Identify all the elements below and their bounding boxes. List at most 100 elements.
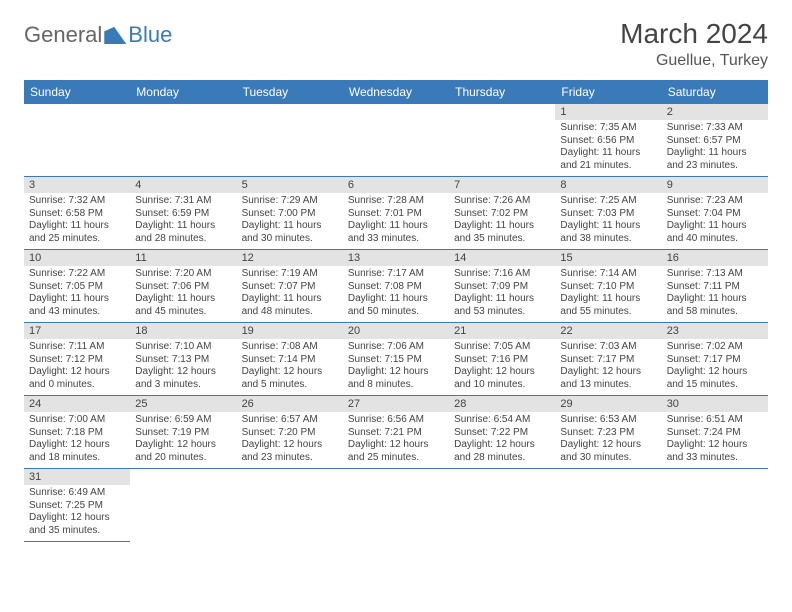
sunrise-line: Sunrise: 7:02 AM [667,341,763,354]
day-number: 23 [662,323,768,339]
daylight-line: Daylight: 12 hours and 5 minutes. [242,366,338,391]
logo-text-1: General [24,22,102,48]
sunrise-line: Sunrise: 6:59 AM [135,414,231,427]
calendar-cell-empty [237,104,343,177]
calendar-cell: 30Sunrise: 6:51 AMSunset: 7:24 PMDayligh… [662,396,768,469]
calendar-cell-empty [449,104,555,177]
calendar-cell: 7Sunrise: 7:26 AMSunset: 7:02 PMDaylight… [449,177,555,250]
sunset-line: Sunset: 7:14 PM [242,354,338,367]
sunrise-line: Sunrise: 7:32 AM [29,195,125,208]
calendar-cell: 26Sunrise: 6:57 AMSunset: 7:20 PMDayligh… [237,396,343,469]
sunrise-line: Sunrise: 6:54 AM [454,414,550,427]
day-info: Sunrise: 7:23 AMSunset: 7:04 PMDaylight:… [662,193,768,249]
sunrise-line: Sunrise: 7:13 AM [667,268,763,281]
calendar-cell: 23Sunrise: 7:02 AMSunset: 7:17 PMDayligh… [662,323,768,396]
daylight-line: Daylight: 11 hours and 35 minutes. [454,220,550,245]
calendar-cell-empty [24,104,130,177]
sunset-line: Sunset: 7:24 PM [667,427,763,440]
weekday-header: Sunday [24,80,130,104]
header: General Blue March 2024 Guellue, Turkey [24,18,768,70]
sunset-line: Sunset: 6:56 PM [560,135,656,148]
day-info: Sunrise: 7:16 AMSunset: 7:09 PMDaylight:… [449,266,555,322]
calendar-cell: 28Sunrise: 6:54 AMSunset: 7:22 PMDayligh… [449,396,555,469]
day-number: 19 [237,323,343,339]
sunrise-line: Sunrise: 7:31 AM [135,195,231,208]
day-info: Sunrise: 7:05 AMSunset: 7:16 PMDaylight:… [449,339,555,395]
calendar-cell: 9Sunrise: 7:23 AMSunset: 7:04 PMDaylight… [662,177,768,250]
location: Guellue, Turkey [620,52,768,70]
sunset-line: Sunset: 6:59 PM [135,208,231,221]
sunset-line: Sunset: 7:10 PM [560,281,656,294]
day-info: Sunrise: 6:56 AMSunset: 7:21 PMDaylight:… [343,412,449,468]
calendar-cell: 31Sunrise: 6:49 AMSunset: 7:25 PMDayligh… [24,469,130,542]
calendar-cell: 13Sunrise: 7:17 AMSunset: 7:08 PMDayligh… [343,250,449,323]
day-info: Sunrise: 7:33 AMSunset: 6:57 PMDaylight:… [662,120,768,176]
sunrise-line: Sunrise: 7:20 AM [135,268,231,281]
daylight-line: Daylight: 12 hours and 30 minutes. [560,439,656,464]
day-number: 9 [662,177,768,193]
weekday-header: Tuesday [237,80,343,104]
sunset-line: Sunset: 7:18 PM [29,427,125,440]
calendar-cell-empty [662,469,768,542]
sunset-line: Sunset: 7:00 PM [242,208,338,221]
sunset-line: Sunset: 7:04 PM [667,208,763,221]
calendar-cell-empty [343,469,449,542]
daylight-line: Daylight: 12 hours and 8 minutes. [348,366,444,391]
daylight-line: Daylight: 11 hours and 48 minutes. [242,293,338,318]
weekday-header: Thursday [449,80,555,104]
day-number: 3 [24,177,130,193]
sunset-line: Sunset: 7:07 PM [242,281,338,294]
day-info: Sunrise: 7:20 AMSunset: 7:06 PMDaylight:… [130,266,236,322]
daylight-line: Daylight: 12 hours and 35 minutes. [29,512,125,537]
day-info: Sunrise: 6:51 AMSunset: 7:24 PMDaylight:… [662,412,768,468]
sunrise-line: Sunrise: 6:57 AM [242,414,338,427]
calendar-cell: 17Sunrise: 7:11 AMSunset: 7:12 PMDayligh… [24,323,130,396]
daylight-line: Daylight: 11 hours and 45 minutes. [135,293,231,318]
sunset-line: Sunset: 7:09 PM [454,281,550,294]
sunrise-line: Sunrise: 7:11 AM [29,341,125,354]
day-number: 4 [130,177,236,193]
daylight-line: Daylight: 11 hours and 25 minutes. [29,220,125,245]
sunrise-line: Sunrise: 7:19 AM [242,268,338,281]
daylight-line: Daylight: 11 hours and 50 minutes. [348,293,444,318]
day-info: Sunrise: 7:22 AMSunset: 7:05 PMDaylight:… [24,266,130,322]
weekday-header: Monday [130,80,236,104]
sunrise-line: Sunrise: 7:23 AM [667,195,763,208]
calendar-cell: 8Sunrise: 7:25 AMSunset: 7:03 PMDaylight… [555,177,661,250]
day-info: Sunrise: 7:26 AMSunset: 7:02 PMDaylight:… [449,193,555,249]
calendar-row: 17Sunrise: 7:11 AMSunset: 7:12 PMDayligh… [24,323,768,396]
daylight-line: Daylight: 12 hours and 13 minutes. [560,366,656,391]
day-info: Sunrise: 7:25 AMSunset: 7:03 PMDaylight:… [555,193,661,249]
day-number: 31 [24,469,130,485]
sunrise-line: Sunrise: 7:25 AM [560,195,656,208]
day-number: 28 [449,396,555,412]
sunset-line: Sunset: 7:16 PM [454,354,550,367]
day-info: Sunrise: 7:28 AMSunset: 7:01 PMDaylight:… [343,193,449,249]
sunrise-line: Sunrise: 6:49 AM [29,487,125,500]
daylight-line: Daylight: 11 hours and 28 minutes. [135,220,231,245]
title-block: March 2024 Guellue, Turkey [620,18,768,70]
daylight-line: Daylight: 12 hours and 0 minutes. [29,366,125,391]
calendar-cell: 19Sunrise: 7:08 AMSunset: 7:14 PMDayligh… [237,323,343,396]
calendar-cell: 11Sunrise: 7:20 AMSunset: 7:06 PMDayligh… [130,250,236,323]
sunrise-line: Sunrise: 7:26 AM [454,195,550,208]
calendar-cell: 16Sunrise: 7:13 AMSunset: 7:11 PMDayligh… [662,250,768,323]
daylight-line: Daylight: 12 hours and 3 minutes. [135,366,231,391]
logo-text-2: Blue [128,22,172,48]
sunrise-line: Sunrise: 7:10 AM [135,341,231,354]
sunset-line: Sunset: 7:13 PM [135,354,231,367]
calendar-cell: 18Sunrise: 7:10 AMSunset: 7:13 PMDayligh… [130,323,236,396]
weekday-header: Friday [555,80,661,104]
calendar-cell-empty [555,469,661,542]
calendar-cell: 15Sunrise: 7:14 AMSunset: 7:10 PMDayligh… [555,250,661,323]
sunrise-line: Sunrise: 7:03 AM [560,341,656,354]
calendar-cell: 14Sunrise: 7:16 AMSunset: 7:09 PMDayligh… [449,250,555,323]
daylight-line: Daylight: 12 hours and 10 minutes. [454,366,550,391]
sunrise-line: Sunrise: 7:17 AM [348,268,444,281]
daylight-line: Daylight: 11 hours and 53 minutes. [454,293,550,318]
sunset-line: Sunset: 7:20 PM [242,427,338,440]
day-info: Sunrise: 6:57 AMSunset: 7:20 PMDaylight:… [237,412,343,468]
sunset-line: Sunset: 7:08 PM [348,281,444,294]
sunrise-line: Sunrise: 7:05 AM [454,341,550,354]
day-info: Sunrise: 6:53 AMSunset: 7:23 PMDaylight:… [555,412,661,468]
